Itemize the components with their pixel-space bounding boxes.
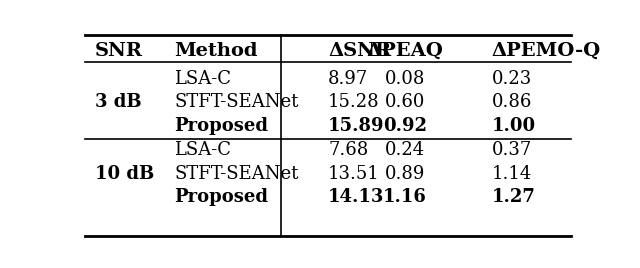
Text: 1.14: 1.14 [492,165,532,183]
Text: 15.89: 15.89 [328,117,385,135]
Text: 0.89: 0.89 [385,165,425,183]
Text: SNR: SNR [95,42,143,60]
Text: 14.13: 14.13 [328,188,385,206]
Text: Proposed: Proposed [174,188,268,206]
Text: 8.97: 8.97 [328,70,368,88]
Text: 0.86: 0.86 [492,93,532,111]
Text: 15.28: 15.28 [328,93,380,111]
Text: 1.00: 1.00 [492,117,536,135]
Text: ΔPEAQ: ΔPEAQ [367,42,444,60]
Text: 13.51: 13.51 [328,165,380,183]
Text: 10 dB: 10 dB [95,165,154,183]
Text: 0.60: 0.60 [385,93,425,111]
Text: ΔSNR: ΔSNR [328,42,391,60]
Text: Proposed: Proposed [174,117,268,135]
Text: STFT-SEANet: STFT-SEANet [174,93,299,111]
Text: 0.24: 0.24 [385,141,425,159]
Text: 0.23: 0.23 [492,70,532,88]
Text: Method: Method [174,42,258,60]
Text: 1.16: 1.16 [383,188,427,206]
Text: 0.92: 0.92 [383,117,427,135]
Text: 7.68: 7.68 [328,141,368,159]
Text: 1.27: 1.27 [492,188,536,206]
Text: STFT-SEANet: STFT-SEANet [174,165,299,183]
Text: 0.37: 0.37 [492,141,532,159]
Text: 3 dB: 3 dB [95,93,141,111]
Text: ΔPEMO-Q: ΔPEMO-Q [492,42,601,60]
Text: 0.08: 0.08 [385,70,425,88]
Text: LSA-C: LSA-C [174,70,231,88]
Text: LSA-C: LSA-C [174,141,231,159]
